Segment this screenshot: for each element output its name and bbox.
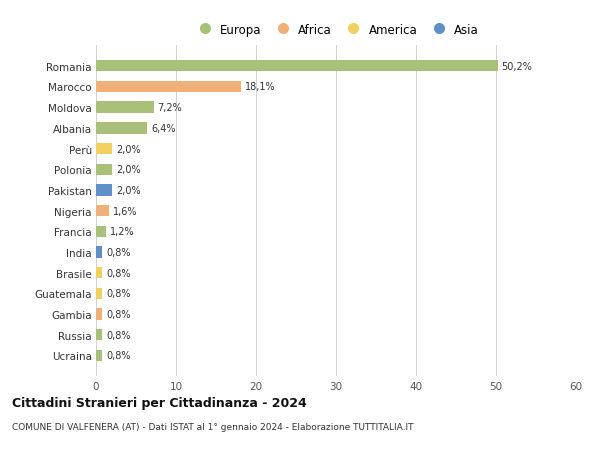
Bar xyxy=(96,288,103,299)
Text: 0,8%: 0,8% xyxy=(106,330,131,340)
Text: 2,0%: 2,0% xyxy=(116,144,140,154)
Text: 2,0%: 2,0% xyxy=(116,185,140,196)
Bar xyxy=(96,82,241,93)
Text: 0,8%: 0,8% xyxy=(106,289,131,299)
Bar xyxy=(96,268,103,279)
Bar xyxy=(96,226,106,237)
Text: 0,8%: 0,8% xyxy=(106,268,131,278)
Text: Cittadini Stranieri per Cittadinanza - 2024: Cittadini Stranieri per Cittadinanza - 2… xyxy=(12,396,307,409)
Text: 0,8%: 0,8% xyxy=(106,351,131,361)
Text: 2,0%: 2,0% xyxy=(116,165,140,175)
Text: 0,8%: 0,8% xyxy=(106,309,131,319)
Bar xyxy=(96,61,497,72)
Bar xyxy=(96,123,147,134)
Legend: Europa, Africa, America, Asia: Europa, Africa, America, Asia xyxy=(188,19,484,41)
Text: 1,2%: 1,2% xyxy=(110,227,134,237)
Text: 1,6%: 1,6% xyxy=(113,206,137,216)
Bar xyxy=(96,350,103,361)
Bar xyxy=(96,309,103,320)
Bar xyxy=(96,247,103,258)
Bar xyxy=(96,185,112,196)
Text: 7,2%: 7,2% xyxy=(158,103,182,113)
Bar xyxy=(96,330,103,341)
Bar xyxy=(96,102,154,113)
Bar xyxy=(96,164,112,175)
Bar xyxy=(96,206,109,217)
Text: 6,4%: 6,4% xyxy=(151,123,176,134)
Text: COMUNE DI VALFENERA (AT) - Dati ISTAT al 1° gennaio 2024 - Elaborazione TUTTITAL: COMUNE DI VALFENERA (AT) - Dati ISTAT al… xyxy=(12,422,413,431)
Text: 0,8%: 0,8% xyxy=(106,247,131,257)
Text: 50,2%: 50,2% xyxy=(502,62,532,72)
Text: 18,1%: 18,1% xyxy=(245,82,275,92)
Bar xyxy=(96,144,112,155)
